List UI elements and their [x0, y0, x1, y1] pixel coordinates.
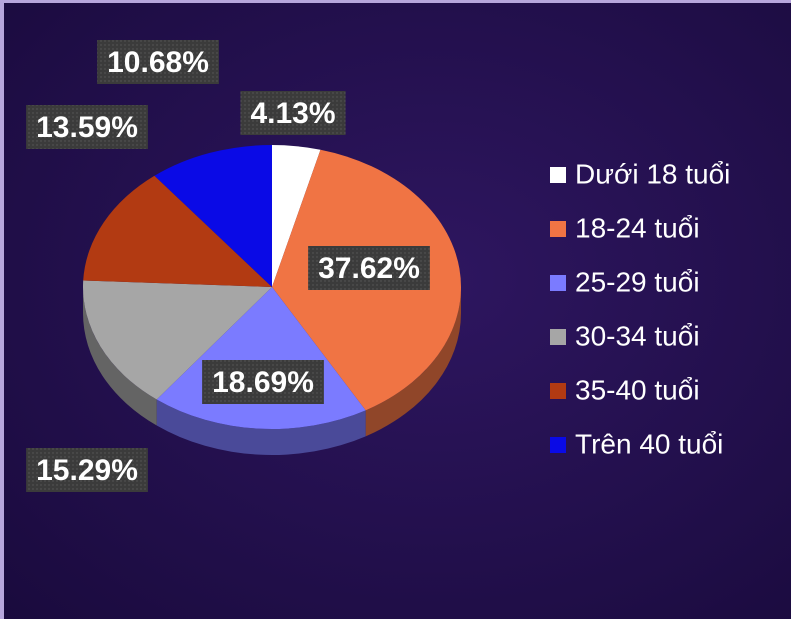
slice: [83, 280, 272, 400]
data-label-box: [202, 360, 324, 404]
data-label: 13.59%: [36, 111, 138, 144]
data-label-box: [308, 246, 430, 290]
legend-swatch: [550, 275, 566, 291]
legend-swatch: [550, 167, 566, 183]
legend-swatch: [550, 437, 566, 453]
slice-side: [365, 287, 461, 437]
legend-label: 25-29 tuổi: [575, 266, 700, 297]
legend-swatch: [550, 221, 566, 237]
data-label: 15.29%: [36, 454, 138, 487]
legend-label: 30-34 tuổi: [575, 320, 700, 351]
legend-label: Dưới 18 tuổi: [575, 158, 730, 189]
legend-label: 35-40 tuổi: [575, 374, 700, 405]
data-label-box: [240, 91, 346, 135]
data-label-box: [26, 105, 148, 149]
slice-side: [156, 399, 366, 455]
slice-side: [83, 287, 157, 426]
legend-swatch: [550, 329, 566, 345]
legend-label: 18-24 tuổi: [575, 212, 700, 243]
data-label: 10.68%: [107, 46, 209, 79]
data-label: 4.13%: [250, 97, 335, 130]
slice: [154, 145, 272, 287]
legend-swatch: [550, 383, 566, 399]
data-label-box: [97, 40, 219, 84]
top-border: [0, 0, 791, 3]
data-label-box: [26, 448, 148, 492]
left-border: [0, 0, 4, 619]
data-label: 37.62%: [318, 252, 420, 285]
data-label: 18.69%: [212, 366, 314, 399]
legend-label: Trên 40 tuổi: [575, 428, 723, 459]
slice: [272, 145, 321, 287]
slice: [83, 175, 272, 287]
